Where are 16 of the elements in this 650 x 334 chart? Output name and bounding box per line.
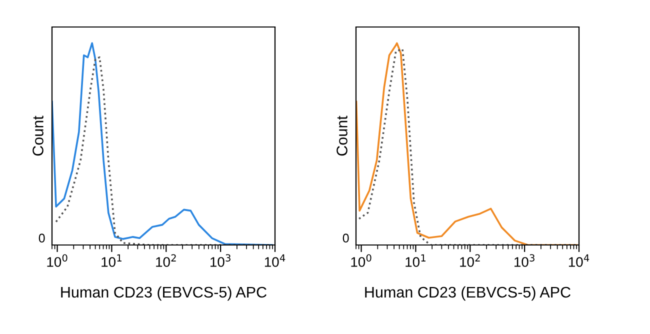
x-tick-label: 10$^{4}$ [264,254,286,267]
x-axis-title: Human CD23 (EBVCS-5) APC [61,286,267,301]
x-tick-label: 10$^{1}$ [102,254,122,267]
x-tick-label: 10$^{0}$ [351,254,372,267]
x-tick-label: 10$^{1}$ [406,254,426,267]
x-tick-label: 10$^{3}$ [210,254,230,267]
x-axis-title: Human CD23 (EBVCS-5) APC [365,286,571,301]
text: 0 [38,234,45,243]
x-tick-label: 10$^{4}$ [568,254,590,267]
x-tick-label: 10$^{2}$ [156,254,176,267]
y-axis-title: Count [32,116,44,156]
x-tick-label: 10$^{3}$ [514,254,534,267]
x-tick-label: 10$^{2}$ [460,254,480,267]
x-tick-label: 10$^{0}$ [47,254,68,267]
y-axis-title: Count [336,116,348,156]
text: 0 [342,234,349,243]
